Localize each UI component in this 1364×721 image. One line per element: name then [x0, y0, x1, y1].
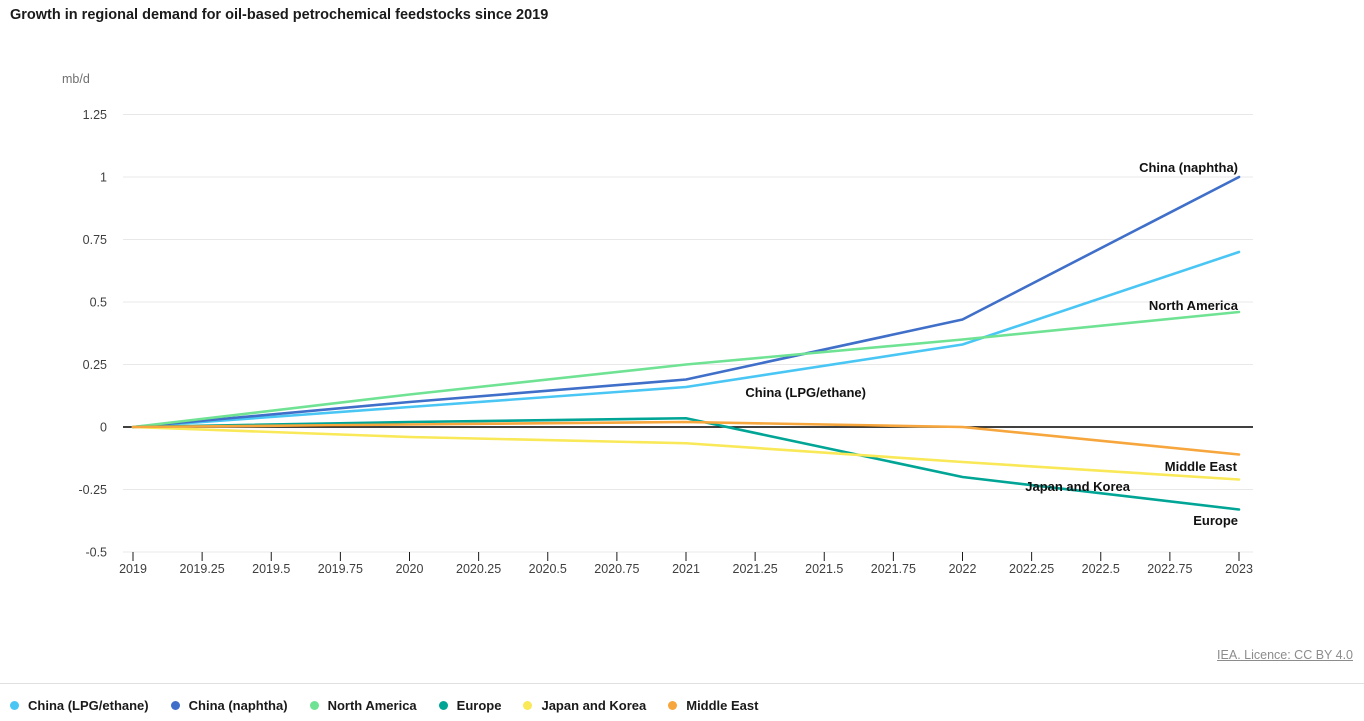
y-tick-label: -0.5: [85, 546, 107, 560]
y-axis-unit-label: mb/d: [62, 72, 90, 86]
x-tick-label: 2019.5: [252, 562, 290, 576]
legend-item-north-america[interactable]: North America: [309, 698, 417, 713]
legend-swatch-icon: [10, 701, 19, 710]
x-tick-label: 2019.75: [318, 562, 363, 576]
chart-title: Growth in regional demand for oil-based …: [10, 7, 549, 23]
series-line-china-lpg-ethane: [131, 250, 1241, 429]
x-tick-label: 2020: [396, 562, 424, 576]
licence-link[interactable]: IEA. Licence: CC BY 4.0: [1217, 648, 1353, 662]
legend-item-china-lpg-ethane[interactable]: China (LPG/ethane): [10, 698, 149, 713]
legend-item-label: China (naphtha): [188, 698, 288, 713]
y-tick-label: 0.5: [90, 296, 107, 310]
series-line-japan-and-korea: [131, 425, 1241, 481]
legend-swatch-icon: [309, 701, 319, 710]
legend-swatch-icon: [170, 701, 180, 710]
x-tick-label: 2020.75: [594, 562, 639, 576]
series-label-north-america: North America: [1149, 298, 1239, 313]
legend-swatch-icon: [668, 701, 678, 710]
x-tick-label: 2023: [1225, 562, 1253, 576]
x-tick-label: 2020.5: [529, 562, 567, 576]
legend-item-label: Europe: [456, 698, 502, 713]
x-tick-label: 2021: [672, 562, 700, 576]
legend-item-label: North America: [327, 698, 417, 713]
legend: China (LPG/ethane) China (naphtha) North A…: [10, 698, 1354, 713]
legend-swatch-icon: [438, 701, 448, 710]
x-tick-label: 2022.5: [1082, 562, 1120, 576]
y-tick-label: 0.25: [83, 358, 107, 372]
y-tick-label: 0: [100, 421, 107, 435]
x-tick-label: 2020.25: [456, 562, 501, 576]
series-label-china-naphtha: China (naphtha): [1139, 160, 1238, 175]
x-tick-label: 2022.25: [1009, 562, 1054, 576]
legend-item-label: Middle East: [686, 698, 759, 713]
x-tick-label: 2021.25: [733, 562, 778, 576]
legend-item-europe[interactable]: Europe: [438, 698, 502, 713]
y-tick-label: 1.25: [83, 108, 107, 122]
legend-item-middle-east[interactable]: Middle East: [668, 698, 758, 713]
x-tick-label: 2022.75: [1147, 562, 1192, 576]
divider: [0, 683, 1364, 684]
series-label-europe: Europe: [1193, 513, 1238, 528]
series-label-middle-east: Middle East: [1165, 459, 1238, 474]
x-tick-label: 2019.25: [180, 562, 225, 576]
series-line-middle-east: [131, 420, 1241, 456]
y-tick-label: 0.75: [83, 233, 107, 247]
series-label-japan-and-korea: Japan and Korea: [1025, 479, 1131, 494]
legend-swatch-icon: [523, 701, 533, 710]
legend-item-label: China (LPG/ethane): [28, 698, 149, 713]
line-chart: 1.25 1 0.75 0.5 0.25 0 -0.25 -0.5 2019 2019.25 201…: [79, 108, 1253, 576]
x-tick-label: 2021.75: [871, 562, 916, 576]
series-line-europe: [131, 416, 1241, 511]
series-line-china-naphtha: [131, 175, 1241, 429]
x-tick-label: 2022: [949, 562, 977, 576]
series-label-china-lpg-ethane: China (LPG/ethane): [745, 385, 866, 400]
series-line-north-america: [131, 310, 1241, 429]
legend-item-japan-and-korea[interactable]: Japan and Korea: [523, 698, 646, 713]
legend-item-label: Japan and Korea: [541, 698, 647, 713]
legend-item-china-naphtha[interactable]: China (naphtha): [170, 698, 288, 713]
x-tick-label: 2021.5: [805, 562, 843, 576]
y-tick-label: 1: [100, 171, 107, 185]
y-tick-label: -0.25: [79, 483, 108, 497]
x-tick-label: 2019: [119, 562, 147, 576]
